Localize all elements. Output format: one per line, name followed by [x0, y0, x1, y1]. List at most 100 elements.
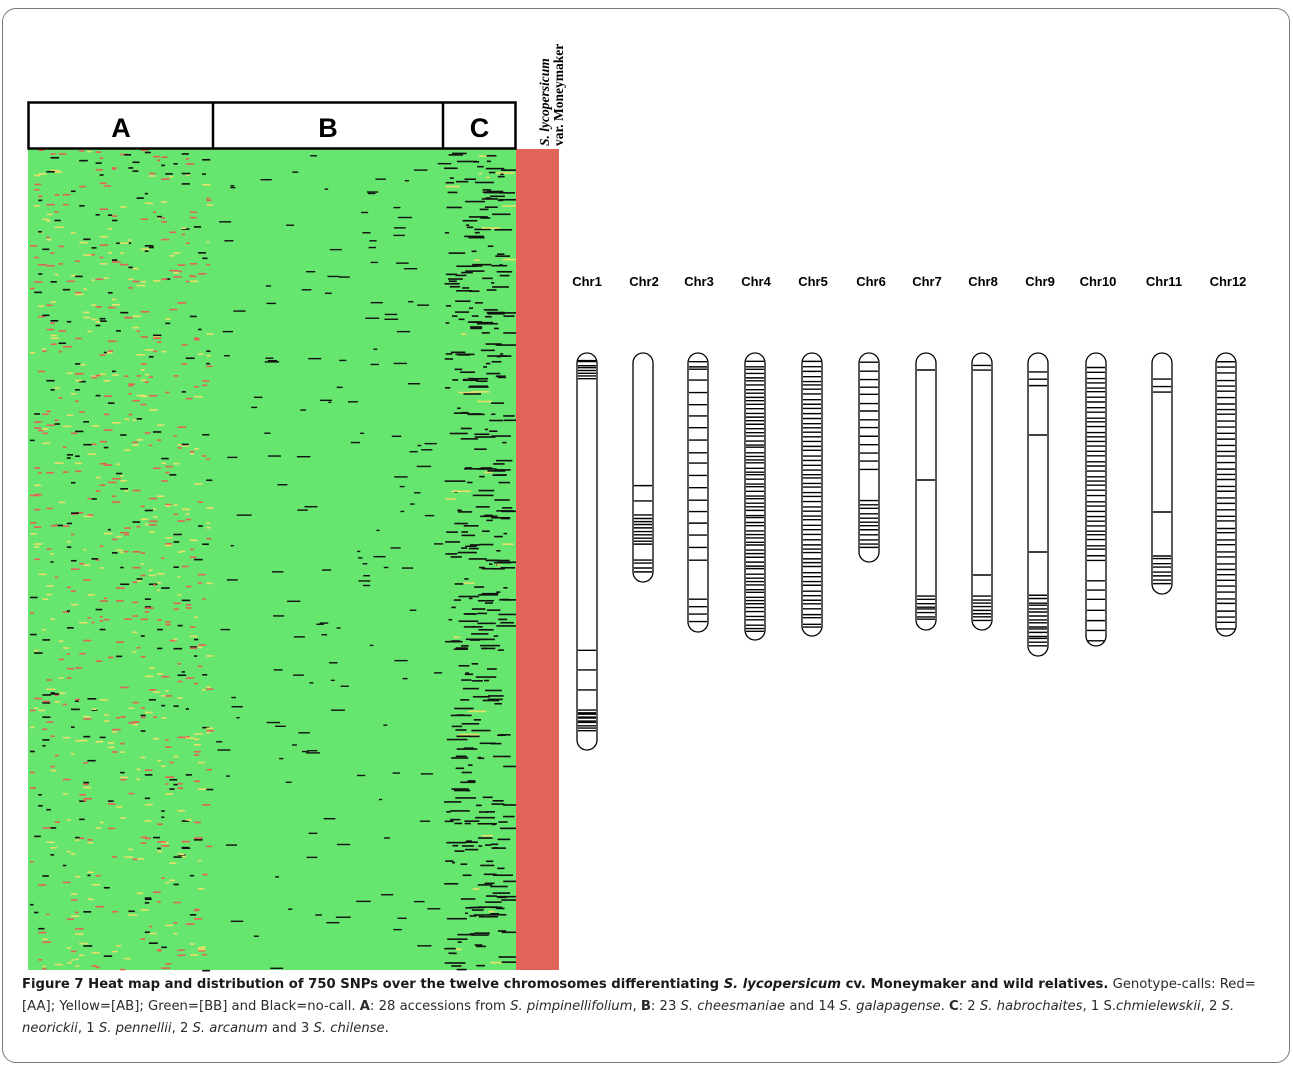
heatmap-cell [468, 547, 479, 550]
heatmap-cell [198, 501, 204, 504]
heatmap-cell [140, 218, 149, 221]
heatmap-cell [202, 257, 208, 260]
heatmap-cell [460, 699, 470, 701]
heatmap-cell [153, 155, 161, 158]
heatmap-cell [321, 634, 328, 636]
heatmap-cell [456, 748, 478, 750]
figure-frame [2, 8, 1290, 1063]
heatmap-cell [107, 746, 115, 749]
heatmap-cell [173, 276, 182, 278]
heatmap-cell [79, 818, 85, 821]
heatmap-cell [165, 322, 171, 325]
heatmap-cell [206, 204, 214, 206]
heatmap-cell [42, 628, 47, 631]
heatmap-cell [157, 581, 162, 584]
heatmap-cell [38, 927, 45, 930]
heatmap-cell [71, 481, 76, 484]
heatmap-cell [181, 840, 190, 843]
heatmap-cell [451, 606, 456, 609]
heatmap-cell [161, 238, 170, 241]
heatmap-cell [206, 362, 210, 365]
heatmap-cell [95, 162, 102, 164]
heatmap-cell [42, 728, 48, 731]
heatmap-cell [165, 924, 174, 927]
heatmap-cell [500, 173, 504, 176]
heatmap-cell [189, 943, 195, 945]
heatmap-cell [497, 930, 507, 932]
heatmap-cell [34, 558, 40, 561]
heatmap-cell [458, 620, 479, 623]
heatmap-cell [91, 621, 95, 624]
heatmap-cell [500, 353, 504, 355]
heatmap-cell [476, 265, 483, 267]
heatmap-cell [120, 566, 124, 569]
heatmap-cell [95, 169, 103, 171]
heatmap-cell [185, 158, 190, 160]
heatmap-cell [485, 197, 491, 199]
heatmap-cell [463, 393, 482, 395]
heatmap-cell [495, 375, 506, 378]
heatmap-cell [253, 396, 263, 399]
heatmap-cell [95, 278, 104, 281]
heatmap-cell [181, 183, 190, 185]
heatmap-cell [148, 444, 153, 447]
chromosome-outline [1215, 352, 1237, 637]
heatmap-cell [165, 537, 173, 539]
chr-label-5: Chr5 [798, 274, 828, 289]
heatmap-cell [50, 153, 56, 155]
heatmap-cell [484, 206, 498, 208]
heatmap-cell [38, 472, 42, 474]
heatmap-cell [267, 359, 278, 362]
heatmap-cell [456, 735, 471, 738]
heatmap-cell [83, 564, 91, 566]
heatmap-cell [75, 379, 82, 382]
heatmap-cell [173, 462, 180, 465]
heatmap-cell [177, 426, 187, 428]
heatmap-cell [472, 888, 480, 890]
heatmap-cell [140, 635, 145, 637]
heatmap-cell [390, 547, 401, 549]
heatmap-cell [132, 267, 139, 270]
heatmap-cell [482, 277, 493, 280]
heatmap-cell [71, 603, 79, 606]
heatmap-cell [112, 751, 118, 753]
heatmap-cell [470, 326, 483, 328]
heatmap-cell [369, 644, 374, 647]
heatmap-cell [75, 698, 81, 701]
heatmap-cell [120, 551, 124, 554]
heatmap-cell [42, 314, 50, 317]
heatmap-cell [497, 175, 505, 178]
heatmap-cell [494, 702, 502, 705]
heatmap-cell [165, 318, 171, 320]
heatmap-cell [324, 188, 329, 190]
heatmap-cell [315, 914, 322, 916]
heatmap-cell [185, 357, 195, 360]
heatmap-cell [157, 159, 161, 162]
heatmap-cell [458, 595, 480, 598]
heatmap-cell [140, 369, 145, 371]
heatmap-cell [148, 932, 157, 935]
heatmap-cell [91, 318, 97, 321]
heatmap-cell [476, 964, 485, 967]
heatmap-cell [230, 920, 244, 923]
heatmap-cell [83, 735, 91, 738]
heatmap-cell [206, 365, 213, 368]
heatmap-cell [446, 917, 467, 920]
heatmap-cell [181, 444, 190, 447]
heatmap-cell [99, 462, 107, 465]
heatmap-cell [470, 639, 480, 641]
chr-label-6: Chr6 [856, 274, 886, 289]
heatmap-cell [496, 564, 501, 566]
heatmap-cell [275, 876, 280, 878]
heatmap-cell [498, 198, 517, 201]
heatmap-cell [50, 769, 57, 772]
heatmap-cell [485, 343, 502, 345]
heatmap-cell [177, 853, 185, 856]
heatmap-cell [112, 477, 121, 480]
heatmap-cell [447, 278, 463, 280]
heatmap-cell [148, 925, 153, 928]
heatmap-cell [50, 281, 57, 283]
heatmap-cell [71, 915, 80, 917]
heatmap-cell [181, 172, 191, 175]
heatmap-cell [370, 363, 379, 366]
